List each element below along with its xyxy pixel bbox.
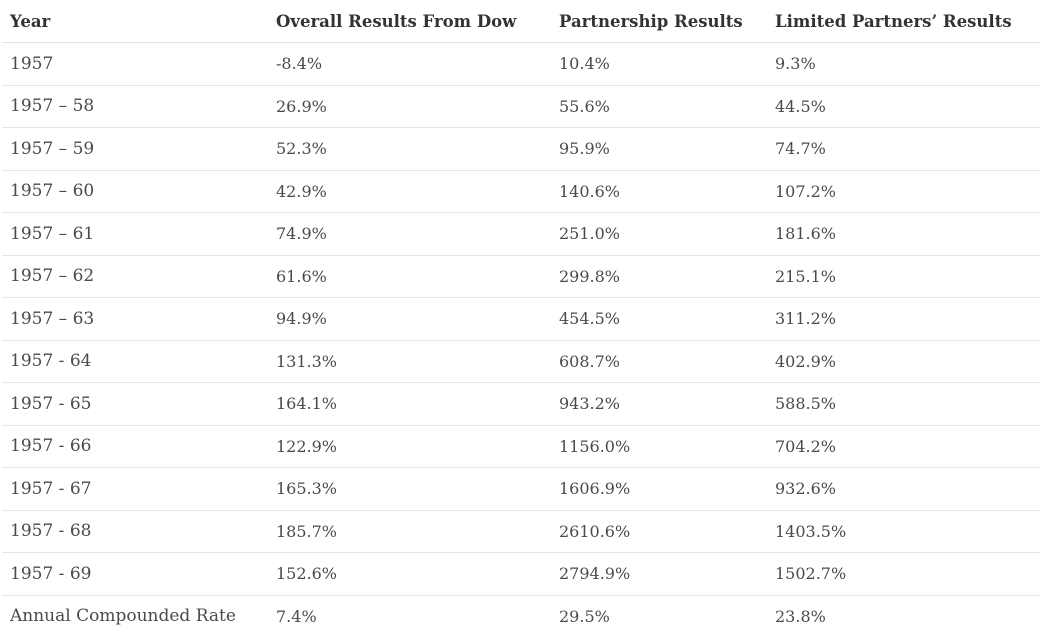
table-row: 1957 – 59 52.3% 95.9% 74.7% <box>2 127 1040 171</box>
limited-partners-rate-cell: 23.8% <box>775 606 826 626</box>
table-body: 1957 -8.4% 10.4% 9.3% 1957 – 58 26.9% 55… <box>2 42 1040 638</box>
year-cell: 1957 <box>2 42 268 86</box>
year-cell: 1957 – 58 <box>2 85 268 128</box>
table-row: 1957 – 58 26.9% 55.6% 44.5% <box>2 85 1040 128</box>
dow-cell: 122.9% <box>268 425 551 468</box>
table-row: 1957 -8.4% 10.4% 9.3% <box>2 42 1040 86</box>
dow-cell: 61.6% <box>268 255 551 298</box>
partnership-cell: 2610.6% <box>551 510 767 553</box>
limited-partners-cell: 215.1% <box>767 255 1040 298</box>
dow-cell: 164.1% <box>268 382 551 426</box>
dow-rate-cell: 7.4% <box>276 606 317 626</box>
year-cell: 1957 - 66 <box>2 425 268 468</box>
dow-cell: 131.3% <box>268 340 551 383</box>
limited-partners-cell: 932.6% <box>767 467 1040 511</box>
year-cell: 1957 – 60 <box>2 170 268 213</box>
table-header: Year Overall Results From Dow Partnershi… <box>2 0 1040 43</box>
limited-partners-cell: 704.2% <box>767 425 1040 468</box>
partnership-cell: 943.2% <box>551 382 767 426</box>
partnership-cell: 608.7% <box>551 340 767 383</box>
dow-cell: 152.6% <box>268 552 551 596</box>
dow-cell: 94.9% <box>268 297 551 341</box>
partnership-cell: 95.9% <box>551 127 767 171</box>
year-cell: 1957 – 61 <box>2 212 268 256</box>
partnership-cell: 55.6% <box>551 85 767 128</box>
year-cell: 1957 - 68 <box>2 510 268 553</box>
dow-cell: 42.9% <box>268 170 551 213</box>
table-row: 1957 - 68 185.7% 2610.6% 1403.5% <box>2 510 1040 553</box>
dow-cell: 52.3% <box>268 127 551 171</box>
limited-partners-cell: 44.5% <box>767 85 1040 128</box>
year-cell: 1957 - 64 <box>2 340 268 383</box>
limited-partners-cell: 9.3% <box>767 42 1040 86</box>
partnership-cell: 1606.9% <box>551 467 767 511</box>
table-row: 1957 - 69 152.6% 2794.9% 1502.7% <box>2 552 1040 596</box>
table-row: 1957 – 63 94.9% 454.5% 311.2% <box>2 297 1040 341</box>
year-cell: 1957 - 69 <box>2 552 268 596</box>
table-row: 1957 - 65 164.1% 943.2% 588.5% <box>2 382 1040 426</box>
annual-compounded-rate-label: Annual Compounded Rate <box>10 606 236 627</box>
partnership-cell: 2794.9% <box>551 552 767 596</box>
year-cell: 1957 - 65 <box>2 382 268 426</box>
table-row: 1957 - 67 165.3% 1606.9% 932.6% <box>2 467 1040 511</box>
limited-partners-cell: 402.9% <box>767 340 1040 383</box>
dow-cell: 165.3% <box>268 467 551 511</box>
limited-partners-cell: 588.5% <box>767 382 1040 426</box>
limited-partners-cell: 107.2% <box>767 170 1040 213</box>
partnership-rate-cell: 29.5% <box>559 606 610 626</box>
partnership-cell: 10.4% <box>551 42 767 86</box>
year-cell: 1957 – 63 <box>2 297 268 341</box>
limited-partners-cell: 181.6% <box>767 212 1040 256</box>
limited-partners-cell: 74.7% <box>767 127 1040 171</box>
dow-cell: 185.7% <box>268 510 551 553</box>
year-cell: 1957 - 67 <box>2 467 268 511</box>
table-row: 1957 - 66 122.9% 1156.0% 704.2% <box>2 425 1040 468</box>
header-partnership-results: Partnership Results <box>551 0 767 43</box>
header-limited-partners-results: Limited Partners’ Results <box>767 0 1040 43</box>
year-cell: 1957 – 62 <box>2 255 268 298</box>
header-year: Year <box>2 0 268 43</box>
header-row: Year Overall Results From Dow Partnershi… <box>2 0 1040 43</box>
partnership-cell: 299.8% <box>551 255 767 298</box>
table-row: 1957 - 64 131.3% 608.7% 402.9% <box>2 340 1040 383</box>
summary-row: Annual Compounded Rate 7.4% 29.5% 23.8% <box>2 595 1040 637</box>
limited-partners-cell: 1403.5% <box>767 510 1040 553</box>
dow-cell: 26.9% <box>268 85 551 128</box>
dow-cell: 74.9% <box>268 212 551 256</box>
partnership-cell: 454.5% <box>551 297 767 341</box>
partnership-cell: 1156.0% <box>551 425 767 468</box>
limited-partners-cell: 1502.7% <box>767 552 1040 596</box>
partnership-cell: 140.6% <box>551 170 767 213</box>
dow-cell: -8.4% <box>268 42 551 86</box>
header-overall-results-from-dow: Overall Results From Dow <box>268 0 551 43</box>
table-row: 1957 – 62 61.6% 299.8% 215.1% <box>2 255 1040 298</box>
year-cell: 1957 – 59 <box>2 127 268 171</box>
partnership-cell: 251.0% <box>551 212 767 256</box>
limited-partners-cell: 311.2% <box>767 297 1040 341</box>
table-row: 1957 – 61 74.9% 251.0% 181.6% <box>2 212 1040 256</box>
table-row: 1957 – 60 42.9% 140.6% 107.2% <box>2 170 1040 213</box>
